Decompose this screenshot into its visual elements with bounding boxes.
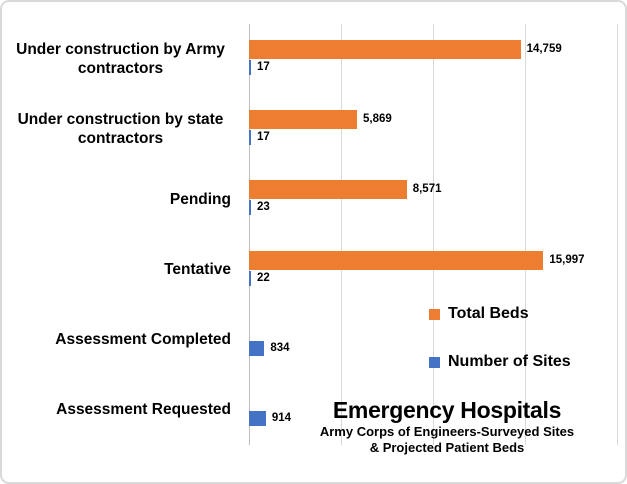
- total-beds-bar: [249, 40, 521, 60]
- category-axis-line: [249, 24, 250, 445]
- total-beds-bar: [249, 110, 357, 130]
- category-label: Assessment Completed: [55, 331, 231, 349]
- number-of-sites-bar: [249, 60, 251, 76]
- chart-subtitle-line2: & Projected Patient Beds: [369, 440, 525, 455]
- category-label-row: Pending: [2, 164, 235, 234]
- gridline: [617, 24, 618, 445]
- legend-item-number-of-sites: Number of Sites: [429, 353, 571, 371]
- value-label: 23: [257, 201, 270, 214]
- value-label: 22: [257, 271, 270, 284]
- number-of-sites-bar: [249, 410, 266, 426]
- category-label: Tentative: [164, 260, 231, 278]
- value-label: 8,571: [412, 183, 442, 196]
- value-label: 914: [271, 411, 291, 424]
- value-label: 15,997: [549, 253, 585, 266]
- number-of-sites-bar: [249, 130, 251, 146]
- gridline: [341, 24, 342, 445]
- category-label-row: Assessment Requested: [2, 375, 235, 445]
- legend-item-total-beds: Total Beds: [429, 305, 529, 323]
- total-beds-bar: [249, 180, 407, 200]
- legend-swatch-number-of-sites-icon: [429, 356, 440, 368]
- number-of-sites-bar: [249, 270, 251, 286]
- category-label-row: Under construction by Army contractors: [2, 24, 235, 94]
- category-label-row: Assessment Completed: [2, 305, 235, 375]
- value-label: 834: [270, 341, 290, 354]
- value-label: 17: [257, 131, 270, 144]
- legend-swatch-total-beds-icon: [429, 308, 440, 320]
- chart-subtitle-line1: Army Corps of Engineers-Surveyed Sites: [319, 424, 575, 439]
- gridline: [433, 24, 434, 445]
- category-label-row: Tentative: [2, 235, 235, 305]
- category-label-row: Under construction by state contractors: [2, 94, 235, 164]
- gridline: [525, 24, 526, 445]
- value-label: 14,759: [526, 43, 562, 56]
- number-of-sites-bar: [249, 200, 251, 216]
- value-label: 17: [257, 61, 270, 74]
- total-beds-bar: [249, 250, 544, 270]
- chart-title-block: Emergency Hospitals Army Corps of Engine…: [297, 397, 597, 456]
- category-axis-labels: Under construction by Army contractors Un…: [2, 24, 235, 445]
- legend-label-total-beds: Total Beds: [448, 305, 529, 322]
- chart-title: Emergency Hospitals: [332, 397, 562, 423]
- category-label: Assessment Requested: [56, 401, 231, 419]
- plot-area: 14,759 17 5,869 17 8,571 23 15,997 22 834 914: [249, 24, 618, 445]
- value-label: 5,869: [362, 113, 392, 126]
- category-label: Pending: [169, 190, 231, 208]
- legend-label-number-of-sites: Number of Sites: [448, 353, 571, 370]
- category-label: Under construction by Army contractors: [16, 40, 225, 78]
- category-label: Under construction by state contractors: [17, 110, 224, 148]
- number-of-sites-bar: [249, 340, 265, 356]
